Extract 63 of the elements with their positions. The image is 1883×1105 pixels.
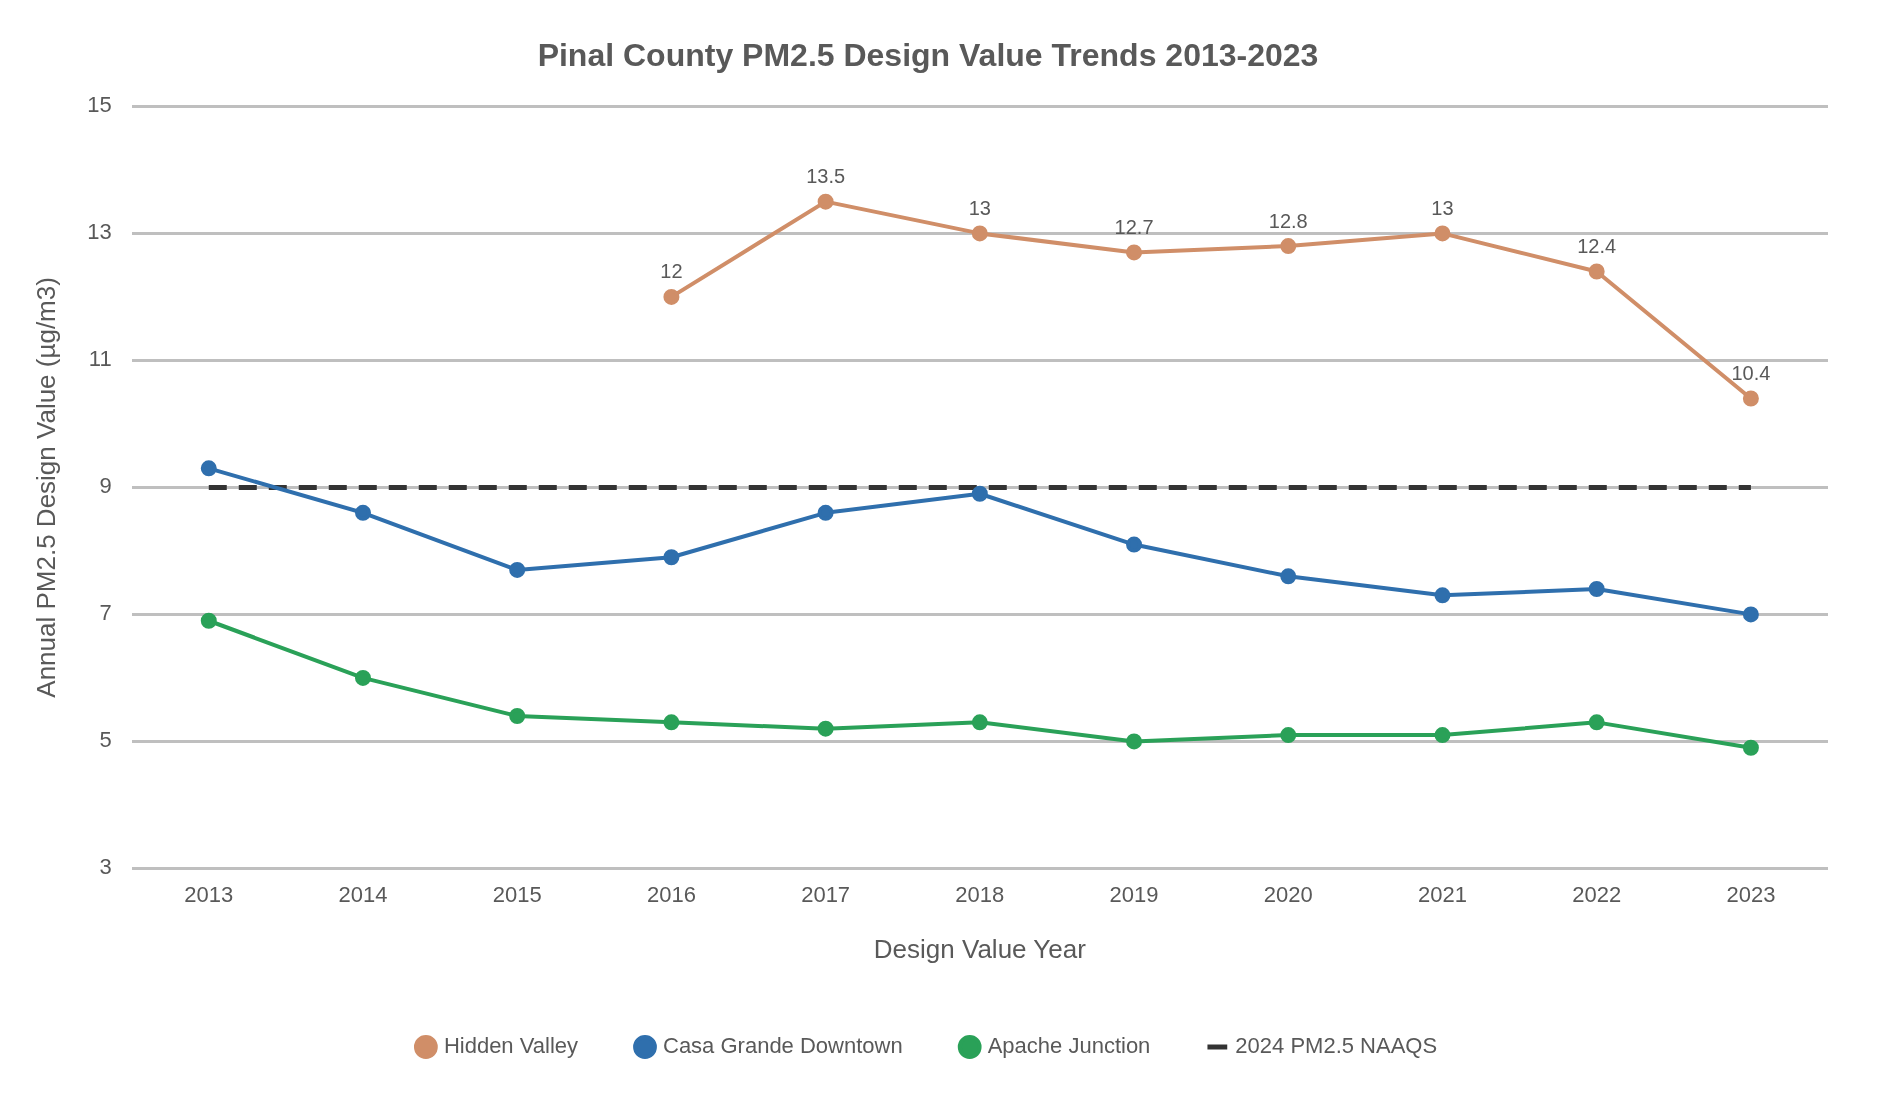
y-tick-label: 5 bbox=[99, 727, 112, 753]
x-tick-label: 2023 bbox=[1726, 881, 1776, 907]
point bbox=[971, 485, 988, 502]
point bbox=[509, 561, 526, 578]
point bbox=[1126, 733, 1143, 750]
point bbox=[1280, 238, 1297, 255]
point bbox=[817, 504, 834, 521]
point bbox=[663, 714, 680, 731]
x-tick-label: 2016 bbox=[646, 881, 696, 907]
x-tick-label: 2017 bbox=[801, 881, 851, 907]
x-tick-label: 2019 bbox=[1109, 881, 1159, 907]
point bbox=[817, 193, 834, 210]
data-label: 13 bbox=[1431, 196, 1454, 219]
point bbox=[1742, 606, 1759, 623]
y-tick-label: 3 bbox=[99, 854, 112, 880]
legend-label: Casa Grande Downtown bbox=[663, 1033, 903, 1059]
point bbox=[1434, 225, 1451, 242]
point bbox=[1434, 727, 1451, 744]
x-tick-label: 2020 bbox=[1263, 881, 1313, 907]
point bbox=[1742, 390, 1759, 407]
point bbox=[1126, 536, 1143, 553]
point bbox=[1280, 568, 1297, 585]
data-label: 13 bbox=[968, 196, 991, 219]
point bbox=[663, 549, 680, 566]
point bbox=[354, 504, 371, 521]
x-tick-label: 2021 bbox=[1417, 881, 1467, 907]
data-label: 12.7 bbox=[1114, 215, 1154, 238]
point bbox=[663, 288, 680, 305]
point bbox=[509, 708, 526, 724]
point bbox=[1742, 739, 1759, 756]
point bbox=[354, 669, 371, 686]
data-label: 12 bbox=[660, 260, 683, 283]
legend-label: 2024 PM2.5 NAAQS bbox=[1235, 1033, 1438, 1059]
point bbox=[1588, 714, 1605, 731]
point bbox=[200, 460, 217, 477]
x-tick-label: 2014 bbox=[338, 881, 388, 907]
chart-title: Pinal County PM2.5 Design Value Trends 2013-2023 bbox=[537, 37, 1319, 74]
point bbox=[971, 714, 988, 731]
y-tick-label: 11 bbox=[88, 346, 112, 372]
legend-label: Apache Junction bbox=[987, 1033, 1151, 1059]
y-tick-label: 13 bbox=[87, 219, 112, 245]
point bbox=[1126, 244, 1143, 261]
x-tick-label: 2015 bbox=[492, 881, 542, 907]
x-tick-label: 2022 bbox=[1572, 881, 1622, 907]
legend-label: Hidden Valley bbox=[443, 1033, 579, 1059]
point bbox=[971, 225, 988, 242]
point bbox=[817, 720, 834, 737]
point bbox=[1280, 727, 1297, 744]
y-tick-label: 7 bbox=[99, 600, 112, 626]
point bbox=[1588, 581, 1605, 597]
point bbox=[200, 612, 217, 629]
y-tick-label: 15 bbox=[87, 92, 112, 118]
point bbox=[1588, 263, 1605, 280]
data-label: 12.4 bbox=[1577, 235, 1617, 258]
y-axis-title: Annual PM2.5 Design Value (µg/m3) bbox=[30, 277, 61, 698]
data-label: 12.8 bbox=[1268, 209, 1308, 232]
point bbox=[1434, 587, 1451, 604]
x-tick-label: 2013 bbox=[184, 881, 234, 907]
y-tick-label: 9 bbox=[99, 473, 112, 499]
x-tick-label: 2018 bbox=[955, 881, 1005, 907]
data-label: 10.4 bbox=[1731, 362, 1771, 385]
x-axis-title: Design Value Year bbox=[873, 933, 1087, 964]
data-label: 13.5 bbox=[806, 165, 846, 188]
